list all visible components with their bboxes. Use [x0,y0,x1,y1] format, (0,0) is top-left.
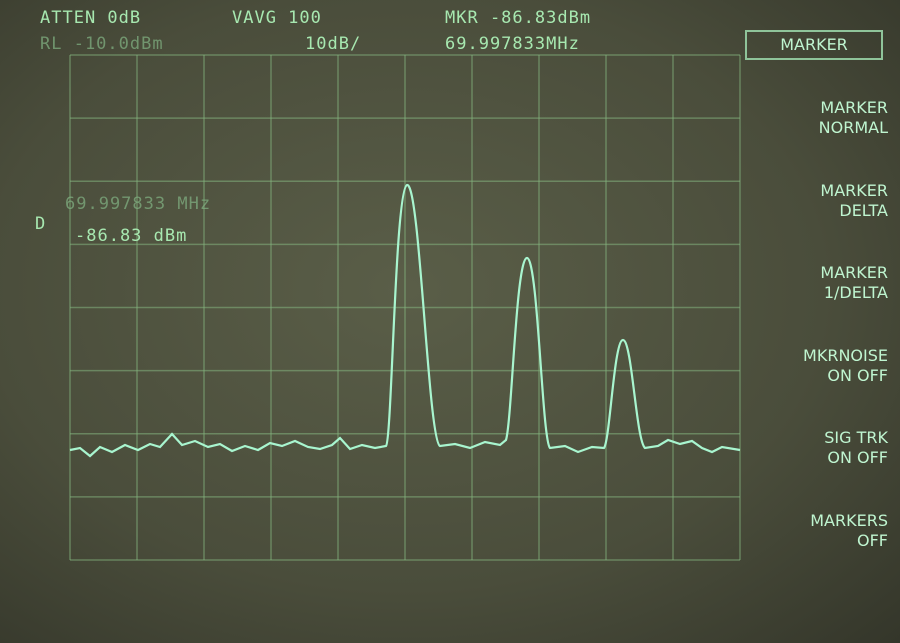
softkey-line: MARKER [819,98,888,118]
softkey-line: OFF [810,531,888,551]
readout-level: -86.83 dBm [75,226,187,246]
graticule [0,0,900,643]
softkey-line: MARKER [820,263,888,283]
softkey-line: NORMAL [819,118,888,138]
softkey-line: SIG TRK [824,428,888,448]
softkey-line: MARKERS [810,511,888,531]
softkey-line: ON OFF [803,366,888,386]
softkey-title: MARKER [745,30,883,60]
ref-level: RL -10.0dBm [40,34,164,54]
readout-freq: 69.997833 MHz [65,194,211,214]
softkey-line: DELTA [820,201,888,221]
marker-level: MKR -86.83dBm [445,8,591,28]
softkey-line: 1/DELTA [820,283,888,303]
atten: ATTEN 0dB [40,8,141,28]
softkey-line: ON OFF [824,448,888,468]
vavg: VAVG 100 [232,8,322,28]
analyzer-screen: ATTEN 0dB VAVG 100 MKR -86.83dBm RL -10.… [0,0,900,643]
marker-freq: 69.997833MHz [445,34,580,54]
softkey-line: MARKER [820,181,888,201]
softkey-line: MKRNOISE [803,346,888,366]
scale: 10dB/ [305,34,361,54]
readout-label: D [35,214,46,234]
